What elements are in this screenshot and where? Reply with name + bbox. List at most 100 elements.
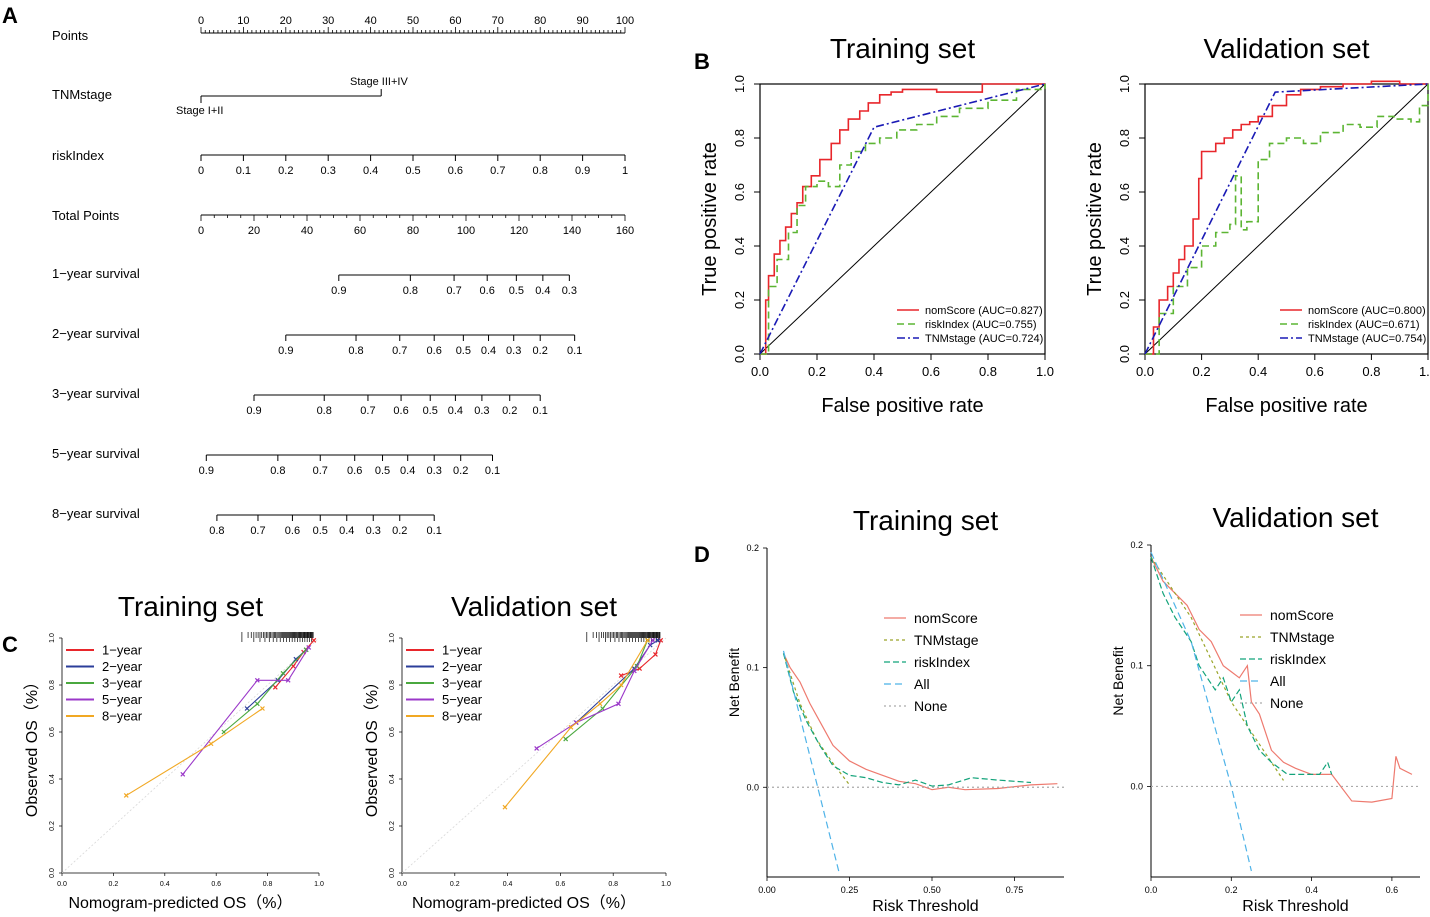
x-tick-label: 0.6 — [556, 881, 566, 888]
calibration-point — [208, 741, 214, 747]
calibration-point — [568, 724, 574, 730]
x-tick-label: 0.6 — [1386, 885, 1399, 895]
x-tick-label: 0.0 — [57, 881, 67, 888]
x-tick-label: 0.6 — [211, 881, 221, 888]
legend-label: nomScore (AUC=0.827) — [925, 305, 1043, 317]
net-benefit-curve — [1150, 551, 1252, 872]
x-tick-label: 0.25 — [841, 885, 859, 895]
survival-tick-label: 0.8 — [270, 465, 285, 477]
calibration-point — [645, 637, 650, 643]
y-axis-label: Observed OS（%） — [363, 674, 381, 817]
calibration-line — [274, 639, 315, 688]
legend-label: riskIndex (AUC=0.755) — [925, 319, 1037, 331]
calibration-line — [565, 640, 649, 740]
x-tick-label: 0.8 — [1362, 364, 1380, 379]
y-tick-label: 0.6 — [732, 183, 747, 201]
tnm-stage-high: Stage III+IV — [350, 76, 408, 88]
calibration-point — [293, 656, 299, 662]
calibration-line — [182, 647, 310, 775]
total-points-tick-label: 80 — [407, 225, 419, 237]
points-tick-label: 60 — [449, 15, 461, 27]
survival-label: 5−year survival — [52, 446, 140, 461]
y-tick-label: 1.0 — [49, 633, 56, 643]
x-tick-label: 0.4 — [1249, 364, 1267, 379]
calibration-point — [563, 736, 569, 742]
survival-tick-label: 0.4 — [448, 405, 463, 417]
chart-title: Training set — [118, 591, 263, 622]
net-benefit-curve — [782, 653, 1032, 787]
points-tick-label: 90 — [576, 15, 588, 27]
riskindex-label: riskIndex — [52, 148, 105, 163]
roc-curve — [1144, 83, 1429, 355]
ideal-line — [401, 637, 667, 874]
x-tick-label: 0.4 — [1305, 885, 1318, 895]
total-points-tick-label: 40 — [301, 225, 313, 237]
y-tick-label: 0.8 — [732, 129, 747, 147]
x-tick-label: 0.6 — [922, 364, 940, 379]
roc-training-chart: Training set 0.0 0.2 0.4 0.6 0.8 1.0 0.0 0.2 0.4 0… — [699, 33, 1054, 417]
survival-tick-label: 0.8 — [317, 405, 332, 417]
calibration-point — [534, 746, 540, 751]
legend-label: TNMstage (AUC=0.724) — [925, 333, 1043, 345]
legend-label: 1−year — [102, 643, 143, 658]
y-tick-label: 0.4 — [389, 774, 396, 784]
legend-label: 1−year — [442, 643, 483, 658]
y-tick-label: 0.1 — [746, 663, 759, 673]
points-tick-label: 50 — [407, 15, 419, 27]
riskindex-tick-label: 1 — [622, 165, 628, 177]
survival-tick-label: 0.4 — [535, 285, 550, 297]
tnm-stage-low: Stage I+II — [176, 105, 223, 117]
calibration-point — [254, 677, 260, 683]
net-benefit-curve — [782, 653, 1058, 791]
total-points-tick-label: 160 — [616, 225, 634, 237]
total-points-tick-label: 120 — [510, 225, 528, 237]
calibration-point — [650, 637, 656, 643]
total-points-tick-label: 0 — [198, 225, 204, 237]
y-tick-label: 0.6 — [389, 727, 396, 737]
x-tick-label: 1.0 — [661, 881, 671, 888]
points-tick-label: 70 — [492, 15, 504, 27]
survival-tick-label: 0.3 — [474, 405, 489, 417]
points-tick-label: 10 — [237, 15, 249, 27]
riskindex-tick-label: 0.5 — [405, 165, 420, 177]
survival-tick-label: 0.3 — [506, 345, 521, 357]
y-tick-label: 0.2 — [1130, 540, 1143, 550]
x-tick-label: 0.2 — [450, 881, 460, 888]
chart-title: Training set — [830, 33, 975, 64]
reference-diagonal — [1144, 83, 1429, 355]
calibration-point — [254, 701, 260, 707]
survival-scales: 1−year survival 0.9 0.8 0.7 0.6 0.5 0.4 0.3 2−ye… — [52, 266, 582, 537]
net-benefit-curve — [782, 650, 841, 875]
dca-training-chart: Training set 0.00 0.25 0.50 0.75 0.0 0.1 0.2 Ris… — [726, 505, 1064, 915]
y-tick-label: 0.1 — [1130, 661, 1143, 671]
x-tick-label: 0.2 — [109, 881, 119, 888]
survival-tick-label: 0.4 — [339, 525, 354, 537]
legend-label: All — [1270, 673, 1286, 689]
total-points-tick-label: 60 — [354, 225, 366, 237]
calibration-point — [260, 706, 265, 711]
points-tick-label: 40 — [364, 15, 376, 27]
x-axis-label: Nomogram-predicted OS（%） — [412, 894, 636, 912]
y-tick-label: 0.2 — [389, 821, 396, 831]
panel-label-b: B — [694, 49, 710, 74]
x-axis-label: Nomogram-predicted OS（%） — [68, 894, 292, 912]
riskindex-tick-label: 0.7 — [490, 165, 505, 177]
plot-frame — [1144, 83, 1429, 355]
y-tick-label: 0.0 — [746, 782, 759, 792]
survival-tick-label: 0.3 — [366, 525, 381, 537]
x-tick-label: 1.0 — [314, 881, 324, 888]
legend-label: 3−year — [442, 676, 483, 691]
survival-tick-label: 0.8 — [348, 345, 363, 357]
x-tick-label: 0.6 — [1306, 364, 1324, 379]
legend-label: nomScore — [914, 610, 978, 626]
panel-label-d: D — [694, 542, 710, 567]
ideal-line — [61, 637, 320, 874]
x-tick-label: 0.4 — [503, 881, 513, 888]
survival-tick-label: 0.2 — [533, 345, 548, 357]
y-tick-label: 0.2 — [1117, 291, 1132, 309]
survival-tick-label: 0.7 — [392, 345, 407, 357]
legend-label: TNMstage — [1270, 629, 1335, 645]
calibration-point — [655, 637, 661, 643]
chart-title: Training set — [853, 505, 998, 536]
